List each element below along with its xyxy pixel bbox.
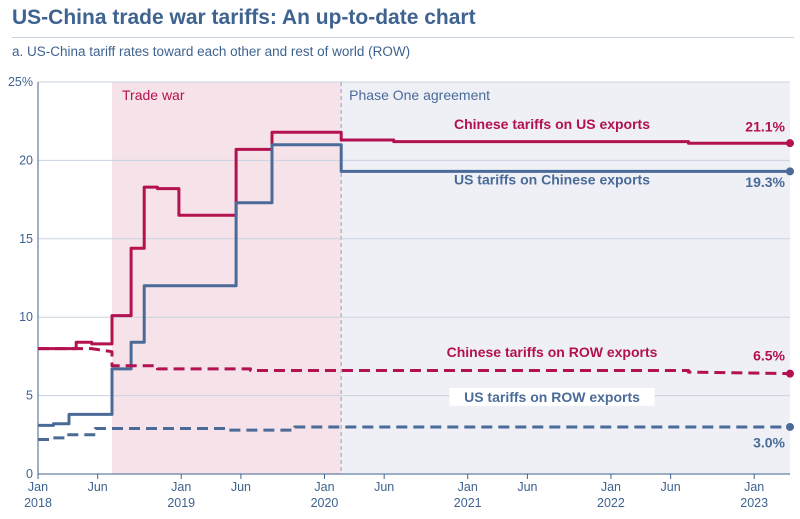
x-tick-month: Jun <box>374 480 394 494</box>
y-tick-label: 25% <box>8 75 33 89</box>
x-tick-month: Jan <box>28 480 48 494</box>
x-tick-year: 2018 <box>24 496 52 510</box>
series-end-marker <box>786 167 794 176</box>
series-end-marker <box>786 369 794 378</box>
y-tick-label: 0 <box>26 467 33 481</box>
shaded-regions: Trade war Phase One agreement <box>112 82 790 474</box>
gridlines <box>38 81 790 397</box>
series-end-marker <box>786 422 794 431</box>
phase-one-label: Phase One agreement <box>349 87 490 103</box>
x-tick-year: 2022 <box>597 496 625 510</box>
y-tick-label: 10 <box>19 310 33 324</box>
us-tariffs-china-line <box>38 143 790 427</box>
x-tick-month: Jun <box>661 480 681 494</box>
trade-war-label: Trade war <box>122 87 185 103</box>
label-background <box>449 387 655 406</box>
value-us-tariffs-row: 3.0% <box>753 434 785 450</box>
y-tick-label: 20 <box>19 153 33 167</box>
x-tick-year: 2023 <box>740 496 768 510</box>
label-us-tariffs-row: US tariffs on ROW exports <box>464 389 640 405</box>
x-tick-year: 2021 <box>454 496 482 510</box>
x-tick-year: 2020 <box>311 496 339 510</box>
chart-subtitle: a. US-China tariff rates toward each oth… <box>12 44 411 59</box>
x-tick-month: Jan <box>601 480 621 494</box>
value-us-tariffs-china: 19.3% <box>745 174 785 190</box>
chart-title: US-China trade war tariffs: An up-to-dat… <box>12 6 476 29</box>
y-tick-label: 5 <box>26 389 33 403</box>
value-chinese-tariffs-row: 6.5% <box>753 347 785 363</box>
x-tick-month: Jan <box>744 480 764 494</box>
chinese-tariffs-us-line <box>38 130 790 351</box>
x-tick-month: Jan <box>458 480 478 494</box>
x-tick-month: Jun <box>517 480 537 494</box>
series-end-marker <box>786 139 794 148</box>
x-tick-month: Jan <box>314 480 334 494</box>
series-labels: Chinese tariffs on US exports 21.1% US tar… <box>447 116 786 450</box>
label-us-tariffs-china: US tariffs on Chinese exports <box>454 172 650 188</box>
x-tick-month: Jun <box>231 480 251 494</box>
series-lines <box>38 130 794 441</box>
y-tick-label: 15 <box>19 232 33 246</box>
value-chinese-tariffs-us: 21.1% <box>745 118 785 134</box>
x-tick-month: Jun <box>88 480 108 494</box>
title-divider <box>12 37 794 38</box>
axes: 0 5 10 15 20 25% Jan 2018 Jun Jan 2019 Jun Jan 2020 Ju… <box>8 75 790 510</box>
phase-one-band <box>341 82 790 474</box>
trade-war-band <box>112 82 342 474</box>
x-tick-year: 2019 <box>167 496 195 510</box>
x-tick-month: Jan <box>171 480 191 494</box>
chinese-tariffs-row-line <box>38 347 791 376</box>
label-chinese-tariffs-row: Chinese tariffs on ROW exports <box>447 344 658 360</box>
label-chinese-tariffs-us: Chinese tariffs on US exports <box>454 116 650 132</box>
